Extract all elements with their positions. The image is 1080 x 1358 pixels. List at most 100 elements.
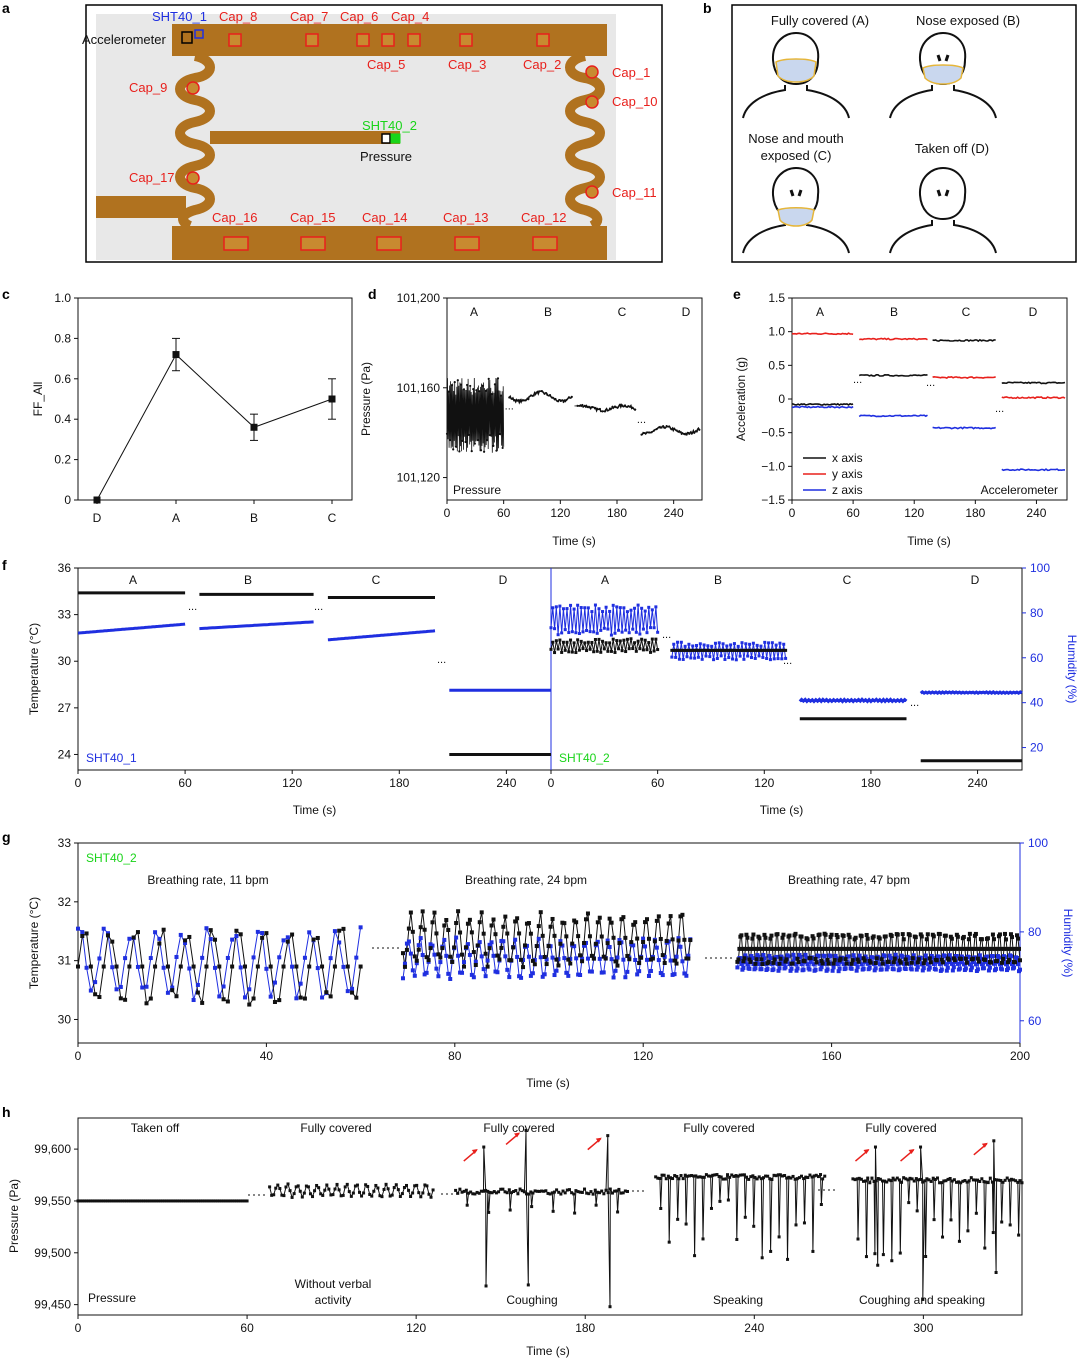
chart-g-humidity-point — [943, 962, 948, 967]
chart-g-temperature-point — [950, 946, 955, 951]
chart-h-point — [175, 1199, 179, 1203]
chart-g-temperature-point — [841, 933, 846, 938]
chart-g-temperature-point — [953, 946, 958, 951]
chart-h-bottom-label: Speaking — [713, 1293, 763, 1307]
chart-e-xlabel: Time (s) — [907, 534, 951, 548]
chart-g-humidity-point — [1008, 954, 1013, 959]
chart-g-humidity-point — [851, 953, 856, 958]
chart-g-temperature-point — [277, 998, 282, 1003]
chart-h-point — [931, 1176, 935, 1180]
chart-f-humidity-point — [581, 630, 585, 634]
chart-d-point — [647, 431, 651, 434]
chart-g-temperature-point — [881, 946, 886, 951]
chart-g-temperature-point — [809, 946, 814, 951]
chart-g-temperature-point — [1010, 946, 1015, 951]
chart-g-temperature-point — [566, 957, 571, 962]
chart-g-temperature-point — [467, 917, 472, 922]
chart-g-humidity-point — [542, 972, 547, 977]
chart-f-temperature-point — [624, 650, 628, 654]
cap-pad-15 — [300, 236, 326, 251]
chart-g-temperature-point — [406, 926, 411, 931]
chart-g-humidity-point — [686, 953, 691, 958]
chart-g-temperature-point — [110, 939, 115, 944]
chart-g-temperature-point — [1009, 935, 1014, 940]
chart-g-humidity-point — [1014, 955, 1019, 960]
chart-g-humidity-point — [840, 955, 845, 960]
chart-h-point — [280, 1193, 284, 1197]
chart-g-humidity-point — [345, 989, 350, 994]
pcb-middle-arm — [210, 131, 400, 144]
chart-h-point — [131, 1199, 135, 1203]
chart-h-point — [469, 1190, 473, 1194]
chart-g-humidity-point — [597, 956, 602, 961]
chart-g-humidity-point — [913, 962, 918, 967]
chart-g-humidity-point — [801, 967, 806, 972]
chart-h-point — [486, 1189, 490, 1193]
chart-h-point — [402, 1186, 406, 1190]
chart-g-humidity-point — [990, 954, 995, 959]
chart-g-temperature-point — [785, 946, 790, 951]
chart-g-temperature-point — [783, 959, 788, 964]
chart-h-point — [932, 1218, 936, 1222]
chart-f-segment-label: A — [601, 573, 609, 587]
chart-c-xtick-label: B — [250, 511, 258, 525]
chart-g-temperature-point — [674, 961, 679, 966]
chart-g-temperature-point — [929, 946, 934, 951]
chart-h-point — [321, 1193, 325, 1197]
chart-g-temperature-point — [980, 946, 985, 951]
chart-g-humidity-point — [751, 962, 756, 967]
chart-d-point — [519, 399, 522, 402]
chart-g-humidity-point — [808, 959, 813, 964]
chart-g-temperature-point — [914, 946, 919, 951]
chart-g-temperature-point — [968, 946, 973, 951]
chart-f-humidity-point — [654, 605, 658, 609]
chart-g-temperature-point — [544, 962, 549, 967]
chart-f-humidity-series — [199, 620, 314, 631]
chart-f-humidity-point — [574, 631, 578, 635]
chart-g-humidity-point — [945, 965, 950, 970]
chart-d-point — [623, 404, 627, 407]
chart-h-point — [473, 1192, 477, 1196]
chart-h-point — [509, 1191, 513, 1195]
chart-g-humidity-point — [580, 956, 585, 961]
cap-pad-3 — [459, 33, 473, 47]
chart-d-point — [611, 405, 614, 408]
chart-g-temperature-point — [432, 910, 437, 915]
chart-g-temperature-point — [830, 946, 835, 951]
chart-h-point — [971, 1178, 975, 1182]
chart-g-temperature-point — [320, 964, 325, 969]
chart-h-point — [274, 1186, 278, 1190]
chart-h-point — [677, 1177, 681, 1181]
chart-g-humidity-point — [871, 961, 876, 966]
chart-g-humidity-point — [448, 976, 453, 981]
chart-f-humidity-point — [592, 630, 596, 634]
chart-g-temperature-point — [221, 997, 226, 1002]
chart-g-humidity-point — [1002, 955, 1007, 960]
chart-g-temperature-point — [831, 961, 836, 966]
chart-h-point — [518, 1187, 522, 1191]
chart-g-temperature-point — [974, 946, 979, 951]
chart-g-temperature-point — [939, 957, 944, 962]
chart-d-point — [461, 439, 464, 442]
chart-g-humidity-point — [404, 941, 409, 946]
chart-g-humidity-point — [997, 962, 1002, 967]
chart-f-temperature-point — [581, 647, 585, 651]
chart-g-temperature-point — [324, 990, 329, 995]
chart-g-temperature-point — [625, 953, 630, 958]
chart-g-temperature-point — [940, 960, 945, 965]
chart-g-temperature-point — [864, 932, 869, 937]
chart-h-point — [239, 1199, 243, 1203]
chart-f-temperature-point — [687, 648, 691, 652]
chart-f-temperature-point — [782, 648, 786, 652]
chart-g-humidity-point — [747, 966, 752, 971]
chart-g-humidity-point — [818, 967, 823, 972]
chart-h-point — [548, 1192, 552, 1196]
cap-pad-10 — [585, 95, 599, 109]
chart-g-temperature-point — [666, 921, 671, 926]
chart-h-point — [997, 1178, 1001, 1182]
chart-g-humidity-point — [406, 939, 411, 944]
chart-f-temperature-point — [558, 638, 562, 642]
chart-d-point — [650, 431, 653, 434]
chart-h-point — [701, 1237, 705, 1241]
chart-h-point — [679, 1174, 683, 1178]
